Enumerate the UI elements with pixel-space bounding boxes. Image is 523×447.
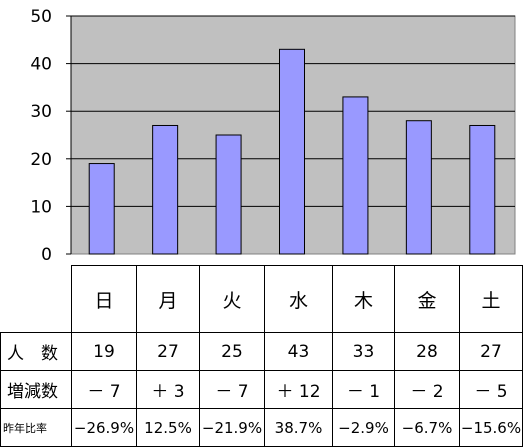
change-cell: － 2: [394, 370, 460, 409]
bar-月: [152, 124, 179, 255]
day-header: 土: [459, 265, 523, 333]
y-tick-label: 20: [30, 150, 52, 170]
row-label: 人 数: [0, 332, 72, 371]
count-cell: 43: [264, 332, 333, 371]
bar-日: [88, 163, 115, 255]
bar-木: [342, 96, 369, 255]
count-cell: 19: [71, 332, 137, 371]
row-label: 増減数: [0, 370, 72, 409]
count-cell: 25: [199, 332, 265, 371]
ratio-cell: −6.7%: [394, 408, 460, 447]
ratio-row: 昨年比率 −26.9% 12.5% −21.9% 38.7% −2.9% −6.…: [0, 408, 523, 447]
day-header-row: 日 月 火 水 木 金 土: [1, 265, 523, 333]
bar-水: [279, 48, 305, 255]
y-tick-label: 10: [30, 197, 52, 217]
day-header: 金: [394, 265, 460, 333]
row-label: 昨年比率: [0, 408, 72, 447]
bar-火: [215, 134, 242, 255]
bar-土: [469, 124, 496, 255]
day-header: 水: [264, 265, 333, 333]
change-cell: － 5: [459, 370, 523, 409]
change-cell: ＋ 3: [136, 370, 200, 409]
y-tick-label: 50: [30, 7, 52, 27]
ratio-cell: −15.6%: [459, 408, 523, 447]
ratio-cell: 38.7%: [264, 408, 333, 447]
header-blank-cell: [1, 266, 72, 333]
ratio-cell: 12.5%: [136, 408, 200, 447]
count-cell: 28: [394, 332, 460, 371]
count-row: 人 数 19 27 25 43 33 28 27: [0, 332, 523, 371]
data-table: 日 月 火 水 木 金 土 人 数 19 27 25 43 33 28 27 増…: [0, 265, 523, 447]
day-header: 木: [332, 265, 395, 333]
change-cell: ＋ 12: [264, 370, 333, 409]
change-cell: － 7: [71, 370, 137, 409]
bar-chart: 0 10 20 30 40 50: [30, 7, 516, 265]
ratio-cell: −26.9%: [71, 408, 137, 447]
change-row: 増減数 － 7 ＋ 3 － 7 ＋ 12 － 1 － 2 － 5: [0, 370, 523, 409]
y-tick-label: 40: [30, 55, 52, 75]
ratio-cell: −2.9%: [332, 408, 395, 447]
y-tick-label: 30: [30, 102, 52, 122]
count-cell: 33: [332, 332, 395, 371]
count-cell: 27: [459, 332, 523, 371]
day-header: 日: [71, 265, 137, 333]
day-header: 月: [136, 265, 200, 333]
bar-金: [405, 120, 432, 255]
change-cell: － 7: [199, 370, 265, 409]
day-header: 火: [199, 265, 265, 333]
count-cell: 27: [136, 332, 200, 371]
ratio-cell: −21.9%: [199, 408, 265, 447]
y-tick-label: 0: [41, 245, 52, 265]
change-cell: － 1: [332, 370, 395, 409]
